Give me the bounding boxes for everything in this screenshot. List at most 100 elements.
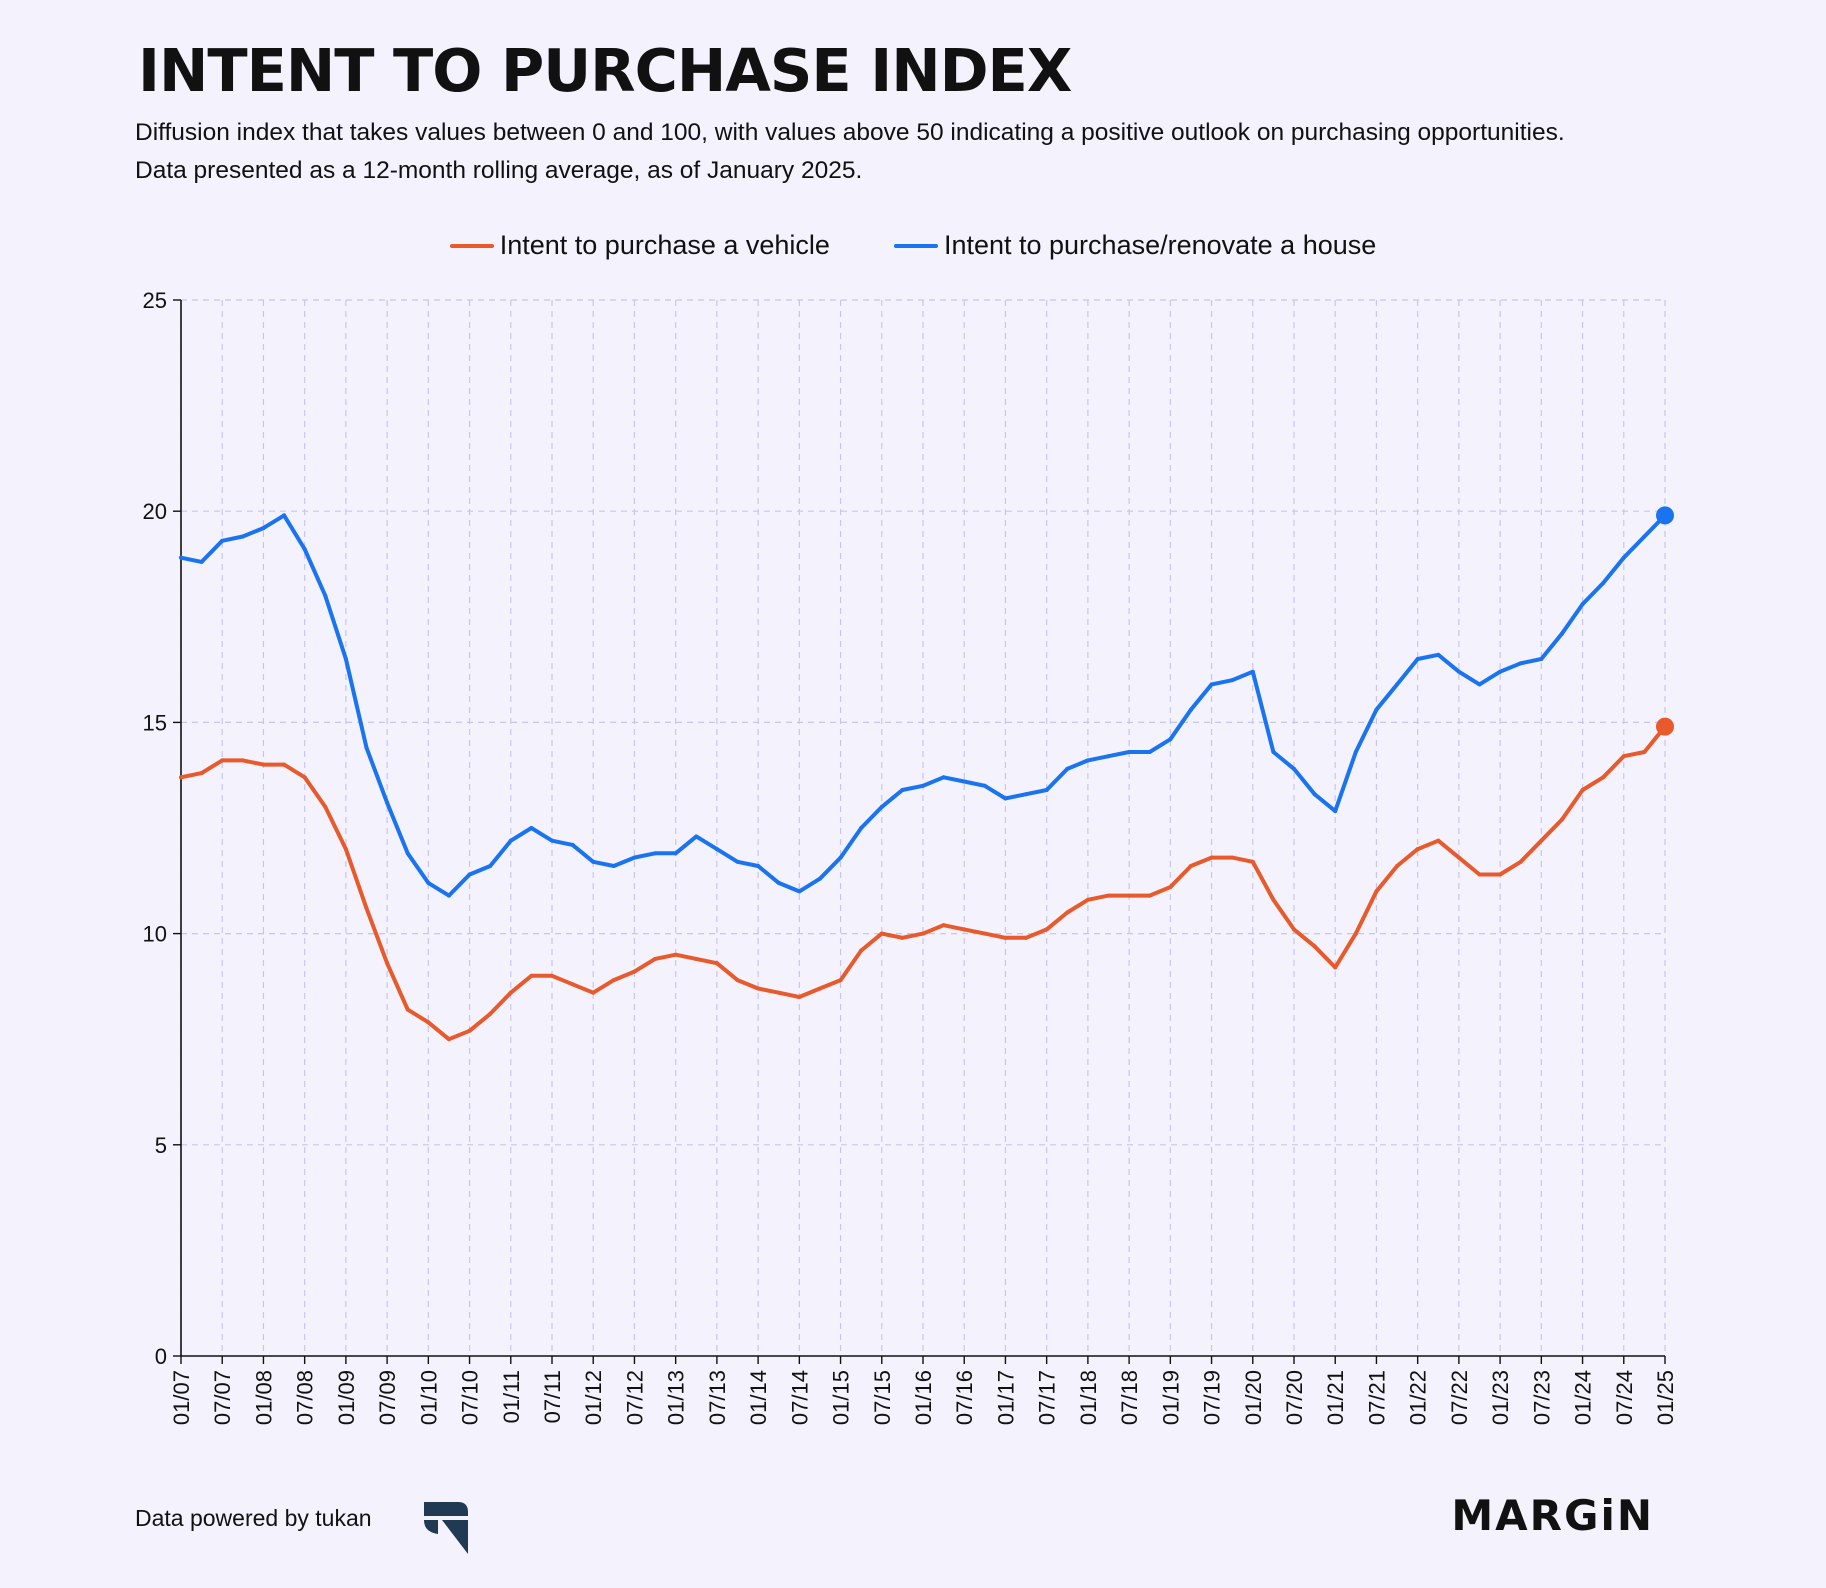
data-point-vehicle [1395,864,1400,869]
x-tick-label: 07/14 [787,1370,812,1425]
data-point-vehicle [1168,885,1173,890]
x-tick-label: 01/19 [1158,1370,1183,1425]
data-point-house [1395,682,1400,687]
data-point-vehicle [1415,847,1420,852]
x-tick-label: 07/11 [540,1370,565,1423]
data-point-vehicle [1353,931,1358,936]
x-tick-label: 01/08 [251,1370,276,1425]
data-point-house [962,779,967,784]
legend-swatch-house [893,243,938,248]
data-point-vehicle [817,986,822,991]
data-point-house [982,783,987,788]
x-tick-label: 01/13 [664,1370,689,1425]
data-point-house [488,864,493,869]
data-point-house [1250,669,1255,674]
x-tick-label: 07/17 [1035,1370,1060,1425]
data-point-house [1271,749,1276,754]
data-point-vehicle [1580,787,1585,792]
data-point-vehicle [1044,927,1049,932]
data-point-house [220,538,225,543]
data-point-house [653,851,658,856]
data-point-vehicle [1250,859,1255,864]
data-point-vehicle [776,990,781,995]
data-point-house [1292,766,1296,771]
x-tick-label: 01/22 [1406,1370,1431,1425]
tukan-logo-icon [424,1502,468,1554]
data-point-vehicle [1085,897,1090,902]
data-point-house [1065,766,1070,771]
series-line-house [179,513,1667,898]
data-point-house [1353,749,1358,754]
legend-label-house: Intent to purchase/renovate a house [943,230,1377,260]
data-point-vehicle [1003,935,1008,940]
x-tick-label: 01/25 [1653,1370,1678,1425]
data-point-house [838,855,843,860]
data-point-house [1601,581,1606,586]
x-tick-label: 07/21 [1364,1370,1389,1425]
data-point-vehicle [529,973,534,978]
data-point-vehicle [1065,910,1070,915]
data-point-house [735,859,740,864]
data-point-house [1621,555,1626,560]
data-point-house [343,657,348,662]
data-point-vehicle [302,775,307,780]
data-point-house [900,787,905,792]
data-point-vehicle [941,923,946,928]
data-point-vehicle [611,978,616,983]
data-point-house [1003,796,1008,801]
data-point-vehicle [570,982,575,987]
data-point-house [1518,661,1523,666]
data-point-house [467,872,472,877]
data-point-vehicle [261,762,266,767]
data-point-vehicle [426,1020,431,1025]
data-point-vehicle [673,952,678,957]
data-point-vehicle [385,961,390,966]
data-point-house [323,593,328,598]
subtitle-line-1: Diffusion index that takes values betwee… [135,119,1565,146]
x-tick-label: 01/23 [1488,1370,1513,1425]
data-point-house [591,859,596,864]
data-point-vehicle [1188,864,1193,869]
data-point-vehicle [714,961,719,966]
data-point-vehicle [446,1037,451,1042]
x-tick-label: 07/10 [458,1370,483,1425]
x-tick-label: 01/16 [911,1370,936,1425]
x-tick-label: 01/07 [169,1370,194,1425]
data-point-vehicle [220,758,225,763]
x-tick-label: 07/19 [1200,1370,1225,1425]
data-point-vehicle [179,775,183,780]
x-tick-label: 07/24 [1612,1370,1637,1425]
x-tick-label: 01/10 [416,1370,441,1425]
data-point-vehicle [632,969,637,974]
subtitle-line-2: Data presented as a 12-month rolling ave… [135,157,863,184]
x-tick-label: 01/18 [1076,1370,1101,1425]
data-point-vehicle [508,990,513,995]
data-point-vehicle [488,1011,493,1016]
data-point-house [1209,682,1214,687]
data-point-house [405,851,410,856]
data-point-vehicle [199,771,204,776]
data-point-vehicle [1230,855,1235,860]
chart-legend: Intent to purchase a vehicle Intent to p… [0,230,1826,261]
data-point-vehicle [962,927,967,932]
data-point-house [1436,652,1441,657]
data-point-vehicle [323,804,328,809]
x-tick-label: 01/12 [581,1370,606,1425]
data-point-vehicle [838,978,843,983]
data-point-vehicle [1436,838,1441,843]
x-tick-label: 07/15 [870,1370,895,1425]
legend-swatch-vehicle [449,243,494,248]
data-point-vehicle [1456,855,1461,860]
data-point-vehicle [921,931,925,936]
data-point-house [364,745,369,750]
data-point-vehicle [1539,838,1544,843]
data-point-vehicle [756,986,761,991]
data-point-house [1147,749,1152,754]
data-point-house [694,834,699,839]
data-point-house [632,855,637,860]
data-point-house [859,826,864,830]
data-point-house [879,804,884,809]
x-tick-label: 07/08 [293,1370,318,1425]
data-point-vehicle [240,758,245,763]
data-point-vehicle [1498,872,1503,877]
